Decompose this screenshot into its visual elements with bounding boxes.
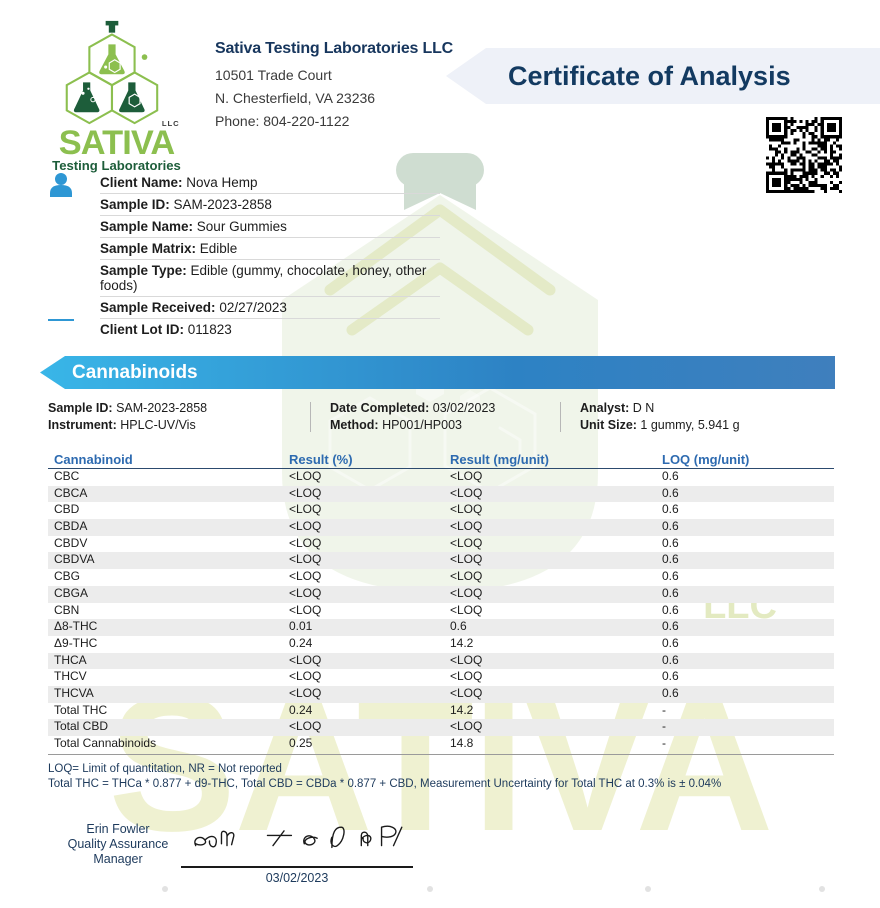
svg-text:LLC: LLC [162,119,180,128]
svg-text:Testing Laboratories: Testing Laboratories [52,158,181,173]
svg-text:SATIVA: SATIVA [59,124,175,162]
